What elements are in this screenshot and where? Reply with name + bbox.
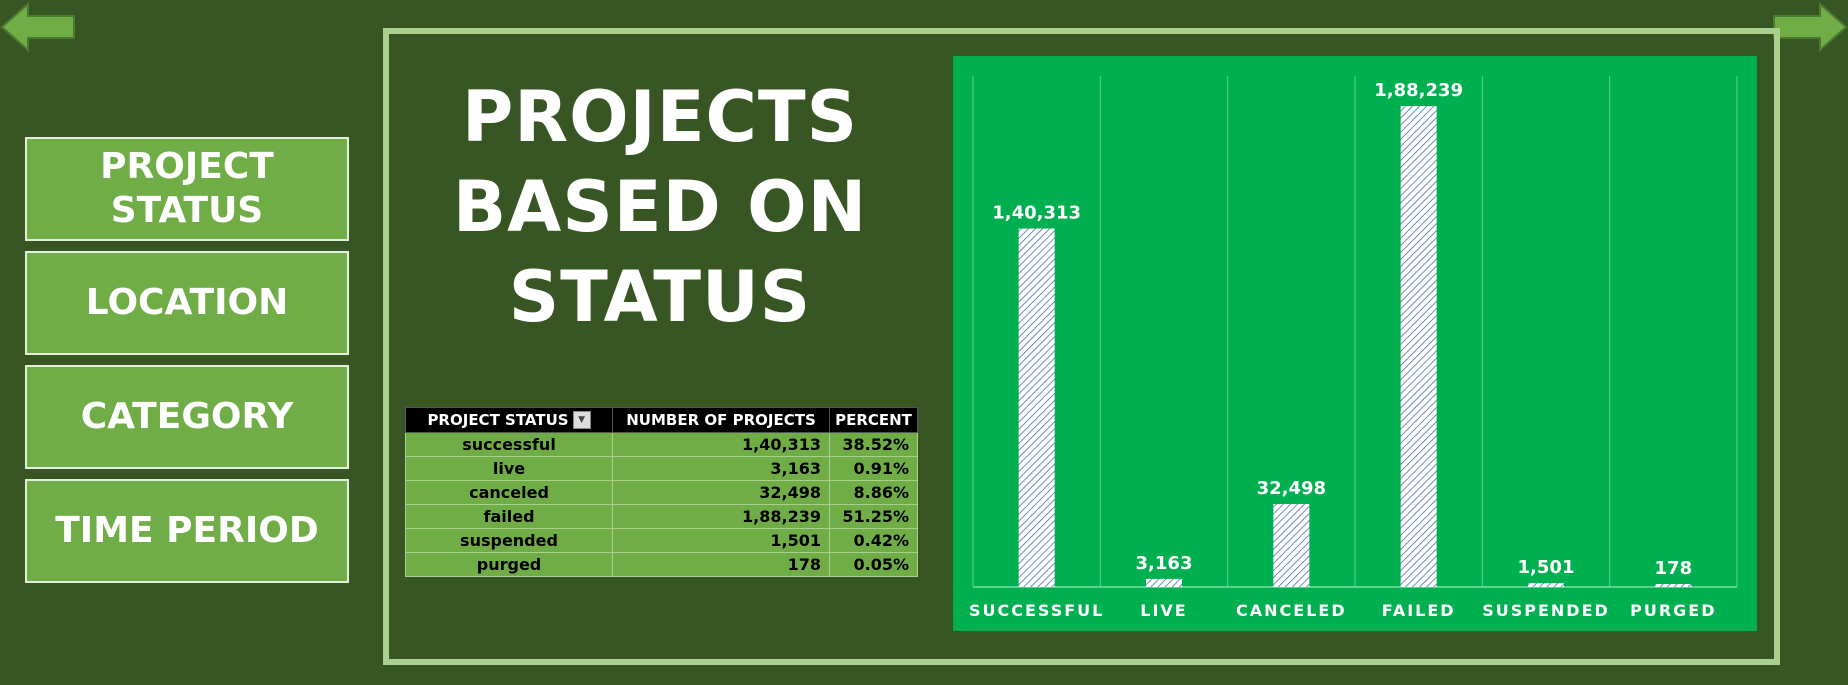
page-title: PROJECTS BASED ON STATUS <box>440 72 880 342</box>
title-line: STATUS <box>508 256 812 338</box>
percent-cell: 51.25% <box>829 504 918 529</box>
button-label: TIME PERIOD <box>55 510 319 551</box>
chart-category-label: LIVE <box>1140 601 1187 620</box>
chart-category-label: CANCELED <box>1236 601 1347 620</box>
chart-data-label: 32,498 <box>1257 478 1326 499</box>
chart-bar[interactable] <box>1146 578 1182 587</box>
table-header-row: PROJECT STATUS ▼ NUMBER OF PROJECTS PERCE… <box>405 407 918 433</box>
status-cell: failed <box>405 504 613 529</box>
status-cell: canceled <box>405 480 613 505</box>
chart-data-label: 3,163 <box>1136 553 1193 574</box>
chart-category-label: SUSPENDED <box>1482 601 1610 620</box>
button-label-line: STATUS <box>110 190 264 231</box>
chart-data-label: 1,40,313 <box>992 203 1081 224</box>
count-cell: 1,40,313 <box>612 432 830 457</box>
table-row[interactable]: purged 178 0.05% <box>405 552 918 577</box>
count-cell: 1,88,239 <box>612 504 830 529</box>
chart-bar[interactable] <box>1018 228 1055 587</box>
time-period-button[interactable]: TIME PERIOD <box>25 479 349 583</box>
percent-cell: 0.42% <box>829 528 918 553</box>
count-cell: 178 <box>612 552 830 577</box>
column-header-label: PROJECT STATUS <box>427 410 569 429</box>
count-cell: 3,163 <box>612 456 830 481</box>
table-row[interactable]: canceled 32,498 8.86% <box>405 480 918 505</box>
percent-cell: 0.05% <box>829 552 918 577</box>
location-button[interactable]: LOCATION <box>25 251 349 355</box>
chart-svg: 1,40,313 SUCCESSFUL 3,163 LIVE 32,498 CANCELE… <box>969 76 1738 620</box>
chart-category-label: FAILED <box>1382 601 1456 620</box>
chart-data-label: 1,88,239 <box>1374 80 1463 101</box>
category-button[interactable]: CATEGORY <box>25 365 349 469</box>
table-row[interactable]: live 3,163 0.91% <box>405 456 918 481</box>
count-cell: 32,498 <box>612 480 830 505</box>
count-cell: 1,501 <box>612 528 830 553</box>
status-cell: purged <box>405 552 613 577</box>
status-table: PROJECT STATUS ▼ NUMBER OF PROJECTS PERCE… <box>405 407 918 577</box>
table-row[interactable]: failed 1,88,239 51.25% <box>405 504 918 529</box>
button-label: LOCATION <box>85 282 289 323</box>
title-line: PROJECTS <box>461 76 859 158</box>
back-arrow-icon[interactable] <box>0 2 76 52</box>
column-header-status: PROJECT STATUS ▼ <box>405 407 613 433</box>
project-status-button[interactable]: PROJECT STATUS <box>25 137 349 241</box>
column-header-percent: PERCENT <box>829 407 918 433</box>
chart-bar[interactable] <box>1528 583 1564 587</box>
percent-cell: 38.52% <box>829 432 918 457</box>
column-header-count: NUMBER OF PROJECTS <box>612 407 830 433</box>
filter-dropdown-icon[interactable]: ▼ <box>572 411 591 430</box>
table-row[interactable]: successful 1,40,313 38.52% <box>405 432 918 457</box>
main-panel <box>383 28 1780 665</box>
chart-data-label: 1,501 <box>1518 557 1575 578</box>
status-cell: live <box>405 456 613 481</box>
chart-data-label: 178 <box>1655 558 1693 579</box>
chart-bar[interactable] <box>1400 106 1437 588</box>
chart-bar[interactable] <box>1273 503 1310 587</box>
chart-category-label: PURGED <box>1630 601 1716 620</box>
percent-cell: 0.91% <box>829 456 918 481</box>
status-cell: successful <box>405 432 613 457</box>
chart-bar[interactable] <box>1655 584 1692 587</box>
table-row[interactable]: suspended 1,501 0.42% <box>405 528 918 553</box>
title-line: BASED ON <box>452 166 868 248</box>
chart-category-label: SUCCESSFUL <box>969 601 1104 620</box>
status-bar-chart[interactable]: 1,40,313 SUCCESSFUL 3,163 LIVE 32,498 CANCELE… <box>953 56 1757 631</box>
status-cell: suspended <box>405 528 613 553</box>
button-label-line: PROJECT <box>100 146 274 187</box>
forward-arrow-icon[interactable] <box>1772 2 1848 52</box>
button-label: CATEGORY <box>80 396 294 437</box>
percent-cell: 8.86% <box>829 480 918 505</box>
